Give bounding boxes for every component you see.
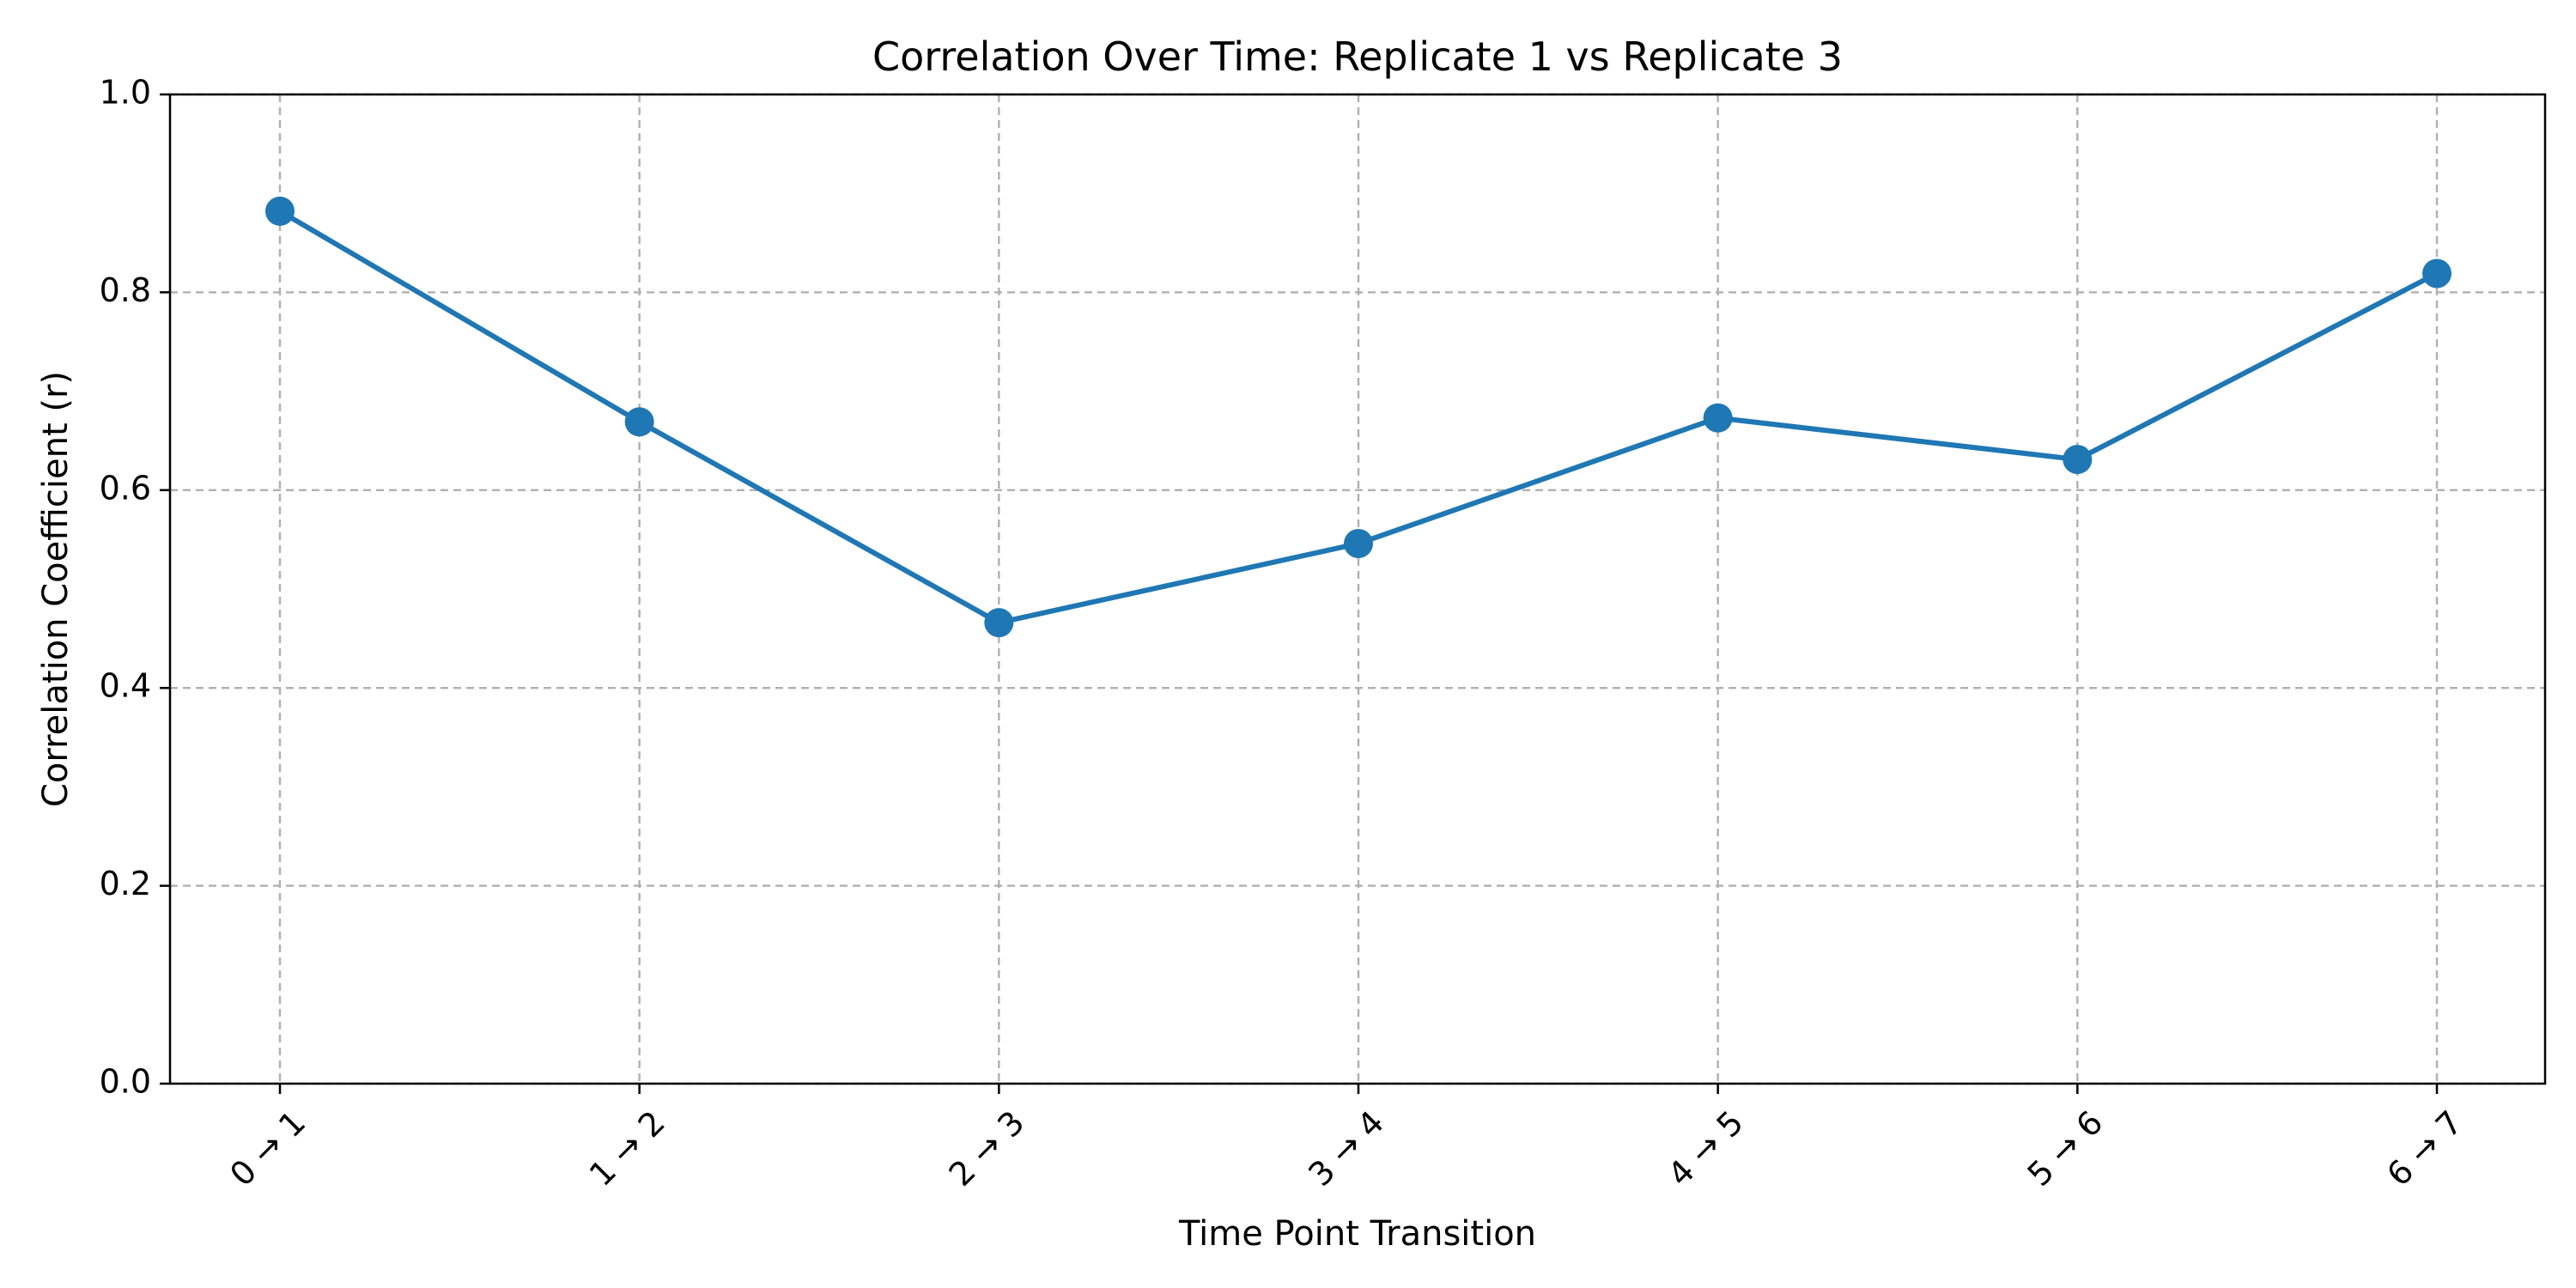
y-tick-label: 0.8	[100, 271, 151, 309]
data-point	[2422, 258, 2451, 289]
x-axis-label: Time Point Transition	[1178, 1214, 1536, 1254]
data-point	[624, 407, 654, 437]
y-axis-label: Correlation Coefficient (r)	[36, 371, 76, 807]
y-tick-label: 0.0	[100, 1063, 151, 1101]
data-point	[984, 608, 1014, 638]
data-point	[1344, 529, 1373, 559]
data-point	[2063, 445, 2093, 475]
data-point	[1703, 403, 1733, 433]
y-tick-label: 0.4	[100, 667, 151, 705]
data-point	[265, 196, 295, 226]
chart-title: Correlation Over Time: Replicate 1 vs Re…	[872, 33, 1843, 80]
y-axis-ticks: 0.0 0.2 0.4 0.6 0.8 1.0	[100, 74, 170, 1101]
series-layer	[265, 196, 2451, 638]
y-tick-label: 1.0	[100, 74, 151, 112]
y-tick-label: 0.6	[100, 469, 151, 507]
y-tick-label: 0.2	[100, 865, 151, 902]
